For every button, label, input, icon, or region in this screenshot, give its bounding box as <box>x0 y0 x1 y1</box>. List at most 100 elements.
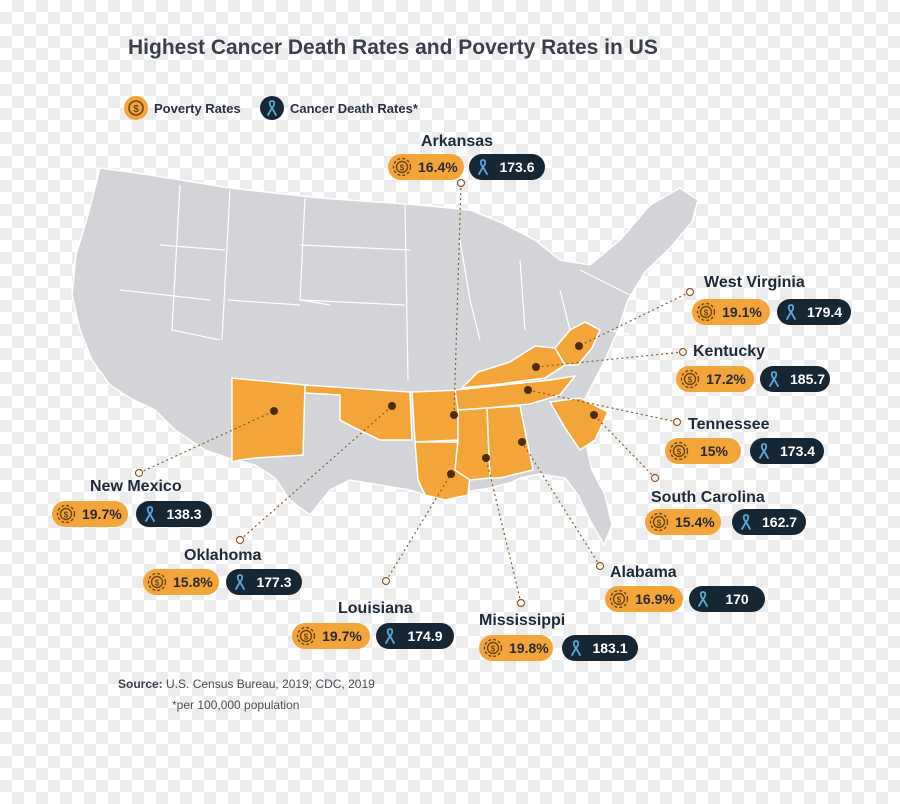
dollar-coin-icon: $ <box>696 302 716 322</box>
svg-text:$: $ <box>304 633 309 642</box>
poverty-value: 15% <box>699 443 729 459</box>
poverty-value: 15.4% <box>675 514 715 530</box>
svg-text:$: $ <box>617 596 622 605</box>
cancer-badge-south-carolina: 162.7 <box>732 509 806 535</box>
dot-new-mexico <box>270 407 278 415</box>
cancer-value: 179.4 <box>807 304 843 320</box>
source-label: Source: <box>118 677 163 691</box>
dollar-coin-icon: $ <box>392 157 412 177</box>
source-line: Source: U.S. Census Bureau, 2019; CDC, 2… <box>118 677 375 691</box>
source-text: U.S. Census Bureau, 2019; CDC, 2019 <box>162 677 375 691</box>
ribbon-icon <box>736 512 756 532</box>
footnote: *per 100,000 population <box>172 698 300 712</box>
state-label-mississippi: Mississippi <box>479 612 566 629</box>
cancer-badge-mississippi: 183.1 <box>562 635 638 661</box>
state-oklahoma <box>304 384 413 441</box>
poverty-badge-arkansas: $16.4% <box>388 154 464 180</box>
poverty-badge-mississippi: $19.8% <box>479 635 553 661</box>
legend-cancer: Cancer Death Rates* <box>260 96 418 120</box>
dollar-coin-icon: $ <box>680 369 700 389</box>
dollar-coin-icon: $ <box>56 504 76 524</box>
ribbon-icon <box>781 302 801 322</box>
dollar-coin-icon: $ <box>296 626 316 646</box>
poverty-value: 19.7% <box>82 506 122 522</box>
ribbon-icon <box>380 626 400 646</box>
dot-oklahoma <box>388 402 396 410</box>
svg-text:$: $ <box>657 519 662 528</box>
svg-text:$: $ <box>155 579 160 588</box>
cancer-value: 170 <box>725 591 749 607</box>
svg-text:$: $ <box>133 104 139 115</box>
ribbon-icon <box>764 369 784 389</box>
cancer-badge-tennessee: 173.4 <box>750 438 824 464</box>
state-label-west-virginia: West Virginia <box>704 274 805 291</box>
dollar-coin-icon: $ <box>609 589 629 609</box>
cancer-value: 185.7 <box>790 371 826 387</box>
dollar-coin-icon: $ <box>669 441 689 461</box>
state-label-new-mexico: New Mexico <box>90 478 182 495</box>
poverty-value: 19.7% <box>322 628 362 644</box>
cancer-badge-new-mexico: 138.3 <box>136 501 212 527</box>
state-tennessee <box>454 374 577 411</box>
state-borders <box>119 184 641 381</box>
dollar-coin-icon: $ <box>147 572 167 592</box>
poverty-value: 19.1% <box>722 304 762 320</box>
state-new-mexico <box>231 377 306 463</box>
chart-title: Highest Cancer Death Rates and Poverty R… <box>128 36 658 59</box>
poverty-value: 15.8% <box>173 574 213 590</box>
poverty-value: 16.9% <box>635 591 675 607</box>
state-label-south-carolina: South Carolina <box>651 489 765 506</box>
cancer-value: 173.4 <box>780 443 816 459</box>
svg-text:$: $ <box>688 376 693 385</box>
cancer-badge-louisiana: 174.9 <box>376 623 454 649</box>
cancer-badge-arkansas: 173.6 <box>469 154 545 180</box>
ribbon-icon <box>140 504 160 524</box>
poverty-badge-oklahoma: $15.8% <box>143 569 219 595</box>
dot-kentucky <box>532 363 540 371</box>
svg-text:$: $ <box>704 309 709 318</box>
state-center-dots <box>270 342 598 478</box>
svg-text:$: $ <box>491 645 496 654</box>
leader-lines <box>138 182 691 604</box>
dot-tennessee <box>524 386 532 394</box>
poverty-badge-kentucky: $17.2% <box>676 366 754 392</box>
state-alabama <box>486 405 534 479</box>
dot-south-carolina <box>590 411 598 419</box>
ribbon-icon <box>566 638 586 658</box>
state-south-carolina <box>548 397 609 452</box>
legend-poverty: $ Poverty Rates <box>124 96 241 120</box>
poverty-value: 17.2% <box>706 371 746 387</box>
svg-text:$: $ <box>677 448 682 457</box>
dollar-coin-icon: $ <box>124 96 148 120</box>
cancer-badge-alabama: 170 <box>689 586 765 612</box>
cancer-value: 183.1 <box>592 640 628 656</box>
legend-poverty-label: Poverty Rates <box>154 100 241 116</box>
cancer-value: 162.7 <box>762 514 798 530</box>
poverty-badge-louisiana: $19.7% <box>292 623 370 649</box>
state-label-kentucky: Kentucky <box>693 343 766 360</box>
us-base-shape <box>71 167 699 547</box>
ribbon-icon <box>754 441 774 461</box>
leader-end-dots <box>134 178 695 608</box>
dollar-coin-icon: $ <box>483 638 503 658</box>
dot-alabama <box>518 438 526 446</box>
poverty-badge-tennessee: $15% <box>665 438 741 464</box>
dollar-coin-icon: $ <box>649 512 669 532</box>
poverty-badge-west-virginia: $19.1% <box>692 299 770 325</box>
state-mississippi <box>454 407 491 481</box>
poverty-value: 16.4% <box>418 159 458 175</box>
svg-text:$: $ <box>64 511 69 520</box>
dot-louisiana <box>447 470 455 478</box>
cancer-value: 138.3 <box>166 506 202 522</box>
state-label-louisiana: Louisiana <box>338 600 413 617</box>
state-label-oklahoma: Oklahoma <box>184 547 262 564</box>
cancer-value: 173.6 <box>499 159 535 175</box>
cancer-badge-west-virginia: 179.4 <box>777 299 851 325</box>
dot-arkansas <box>450 411 458 419</box>
dot-mississippi <box>482 454 490 462</box>
ribbon-icon <box>473 157 493 177</box>
svg-text:$: $ <box>400 164 405 173</box>
state-label-tennessee: Tennessee <box>688 416 770 433</box>
poverty-badge-alabama: $16.9% <box>605 586 683 612</box>
